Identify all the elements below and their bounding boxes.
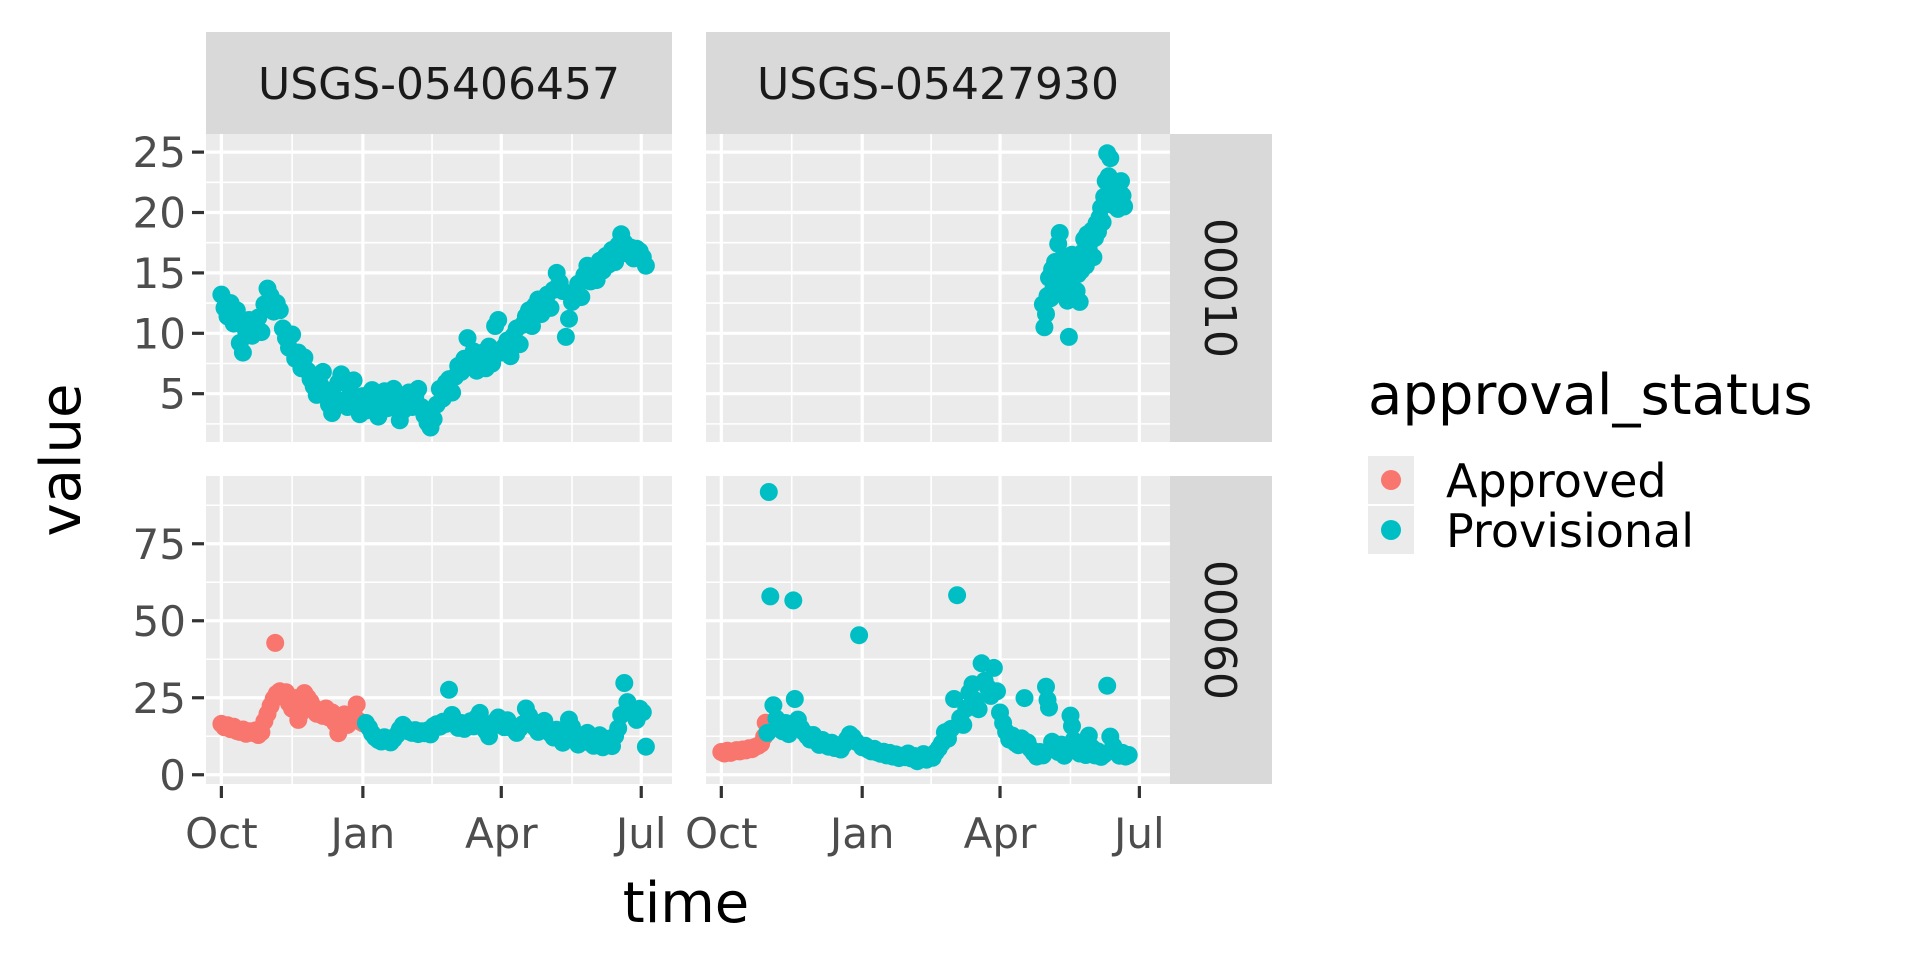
series-provisional [1033,144,1134,346]
series-provisional [356,674,655,757]
y-tick-label: 10 [133,309,186,358]
data-point [988,682,1006,701]
data-point [266,633,285,652]
data-point [633,703,652,722]
y-tick-label: 50 [133,597,186,646]
data-point [785,690,804,708]
facet-strip-label: USGS-05406457 [258,59,620,110]
data-point [784,591,803,610]
data-point [556,327,575,346]
data-point [761,587,780,606]
data-point [1040,698,1058,717]
data-point [1037,305,1055,323]
x-tick-label: Jul [613,809,667,858]
data-point [1063,717,1081,736]
legend-key-provisional [1381,520,1401,540]
data-point [1093,213,1112,232]
legend-title: approval_status [1368,363,1813,428]
data-point [969,700,988,719]
data-point [1070,292,1089,311]
facet-strip-row [1170,476,1272,784]
facet-strip-label: 00060 [1194,560,1245,700]
data-point [1035,318,1054,337]
legend-key-approved [1381,470,1401,490]
data-point [1084,248,1103,267]
x-tick-label: Jan [827,809,895,858]
legend-entry-provisional: Provisional [1368,504,1694,558]
data-point [489,311,508,329]
data-point [945,690,964,708]
legend-entry-approved: Approved [1368,454,1667,508]
data-point [636,256,655,275]
data-point [344,371,363,390]
data-point [1050,224,1069,242]
data-point [440,680,458,699]
y-tick-label: 25 [133,128,186,177]
data-point [759,483,778,501]
x-tick-label: Jan [327,809,395,858]
data-point [227,301,246,320]
data-point [954,715,973,734]
y-tick-label: 5 [159,370,186,419]
data-point [443,383,462,402]
y-axis-title: value [29,384,94,537]
facet-strip-column [206,32,672,134]
data-point [270,301,289,320]
series-approved [212,633,372,744]
data-point [323,404,342,422]
legend: approval_status Approved Provisional [1368,363,1813,558]
data-point [1037,677,1055,696]
facet-strip-row [1170,134,1272,442]
data-point [1059,327,1078,346]
data-point [510,335,529,354]
data-point [615,674,634,692]
data-point [283,325,302,344]
x-tick-label: Oct [685,809,758,858]
chart-axes: USGS-05406457 USGS-05427930 00010 00060 5 10 1… [133,32,1272,858]
y-tick-label: 15 [133,249,186,298]
data-point [636,737,655,756]
data-point [347,695,366,714]
y-tick-label: 20 [133,189,186,238]
data-point [572,288,591,307]
data-point [1119,746,1138,764]
facet-strip-label: 00010 [1194,218,1245,358]
x-axis-title: time [623,871,750,936]
x-tick-label: Jul [1111,809,1165,858]
y-tick-label: 25 [133,674,186,723]
panel-background [706,134,1170,442]
data-point [424,410,443,429]
facet-strip-label: USGS-05427930 [757,59,1119,110]
series-provisional [212,225,655,437]
data-point [1015,689,1034,708]
data-point [1098,676,1117,695]
y-tick-label: 75 [133,520,186,569]
data-point [560,309,578,328]
data-point [1112,172,1130,191]
series-provisional [758,483,1138,771]
chart-panels [206,134,1170,784]
data-point [1101,149,1120,168]
data-point [764,696,783,715]
data-point [409,379,428,398]
legend-label-approved: Approved [1446,454,1667,508]
x-tick-label: Apr [964,809,1037,858]
x-tick-label: Oct [185,809,258,858]
data-point [541,298,560,317]
data-point [984,658,1003,677]
data-point [252,323,271,342]
y-tick-label: 0 [159,751,186,800]
data-point [233,343,252,362]
data-point [948,586,967,605]
data-point [1115,197,1134,216]
x-tick-label: Apr [465,809,538,858]
legend-label-provisional: Provisional [1446,504,1694,558]
data-point [850,626,869,645]
facet-strip-column [706,32,1170,134]
data-point [313,362,332,381]
